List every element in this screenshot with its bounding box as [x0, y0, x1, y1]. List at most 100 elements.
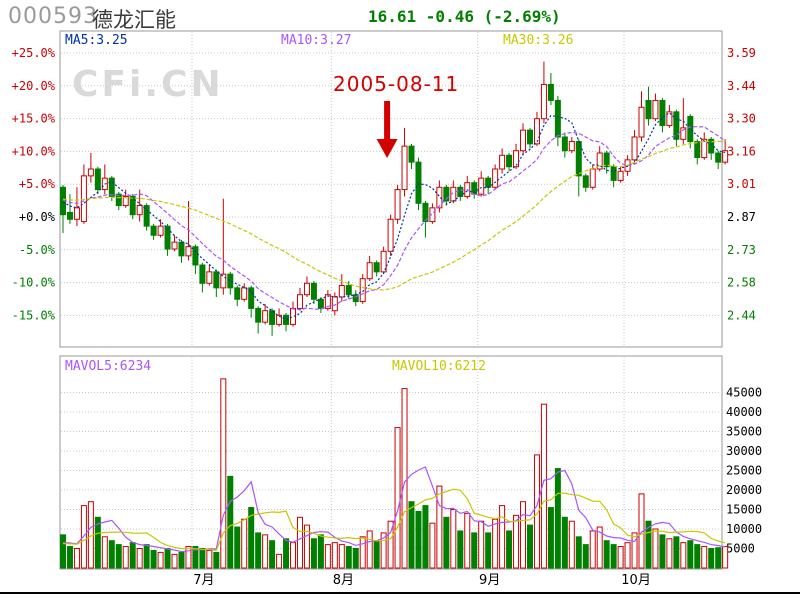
volume-bar [255, 532, 262, 569]
volume-bar [506, 530, 513, 569]
candlestick [248, 287, 255, 309]
volume-bar [533, 454, 540, 569]
volume-bar [457, 530, 464, 569]
ma10-line [62, 126, 726, 311]
candlestick [638, 106, 645, 138]
candlestick [680, 127, 687, 140]
volume-bar [715, 547, 722, 569]
volume-bar [164, 548, 171, 569]
candlestick [73, 207, 80, 220]
volume-bar [485, 532, 492, 569]
volume-bar [122, 546, 129, 569]
left-axis-tick: +0.0% [19, 210, 56, 224]
candlestick [255, 307, 262, 323]
candlestick [276, 314, 283, 325]
left-axis-tick: +25.0% [12, 46, 56, 60]
left-axis-tick: +15.0% [12, 112, 56, 126]
candlestick [94, 168, 101, 191]
candlestick [506, 154, 513, 168]
volume-bar [687, 540, 694, 569]
month-label: 8月 [333, 573, 354, 588]
volume-bar [624, 542, 631, 569]
volume-bar [708, 548, 715, 569]
volume-bar [464, 512, 471, 569]
volume-axis-tick: 45000 [726, 386, 762, 400]
right-axis-tick: 3.30 [727, 112, 756, 126]
right-axis-tick: 2.58 [727, 276, 756, 290]
candlestick [87, 168, 94, 177]
candlestick [610, 166, 617, 181]
left-axis-tick: -10.0% [12, 276, 56, 290]
candlestick [436, 186, 443, 209]
volume-bar [108, 540, 115, 569]
candlestick [478, 177, 485, 195]
candlestick [547, 83, 554, 101]
mavol5-line [62, 466, 726, 553]
candlestick [701, 138, 708, 159]
volume-panel-border [59, 355, 723, 570]
mavol5-legend: MAVOL5:6234 [65, 359, 152, 374]
volume-bar [568, 520, 575, 569]
volume-bar [283, 538, 290, 569]
candlestick [171, 241, 178, 250]
volume-axis-tick: 30000 [726, 444, 762, 458]
volume-bar [373, 540, 380, 569]
volume-axis-tick: 20000 [726, 483, 762, 497]
volume-bar [101, 536, 108, 569]
volume-bar [394, 427, 401, 569]
ma30-legend: MA30:3.26 [503, 33, 574, 48]
volume-bar [290, 542, 297, 569]
volume-bar [645, 520, 652, 569]
candlestick [513, 150, 520, 168]
volume-bar [666, 538, 673, 569]
volume-bar [540, 403, 547, 569]
volume-bar [520, 501, 527, 569]
candlestick [520, 129, 527, 152]
month-label: 9月 [479, 573, 500, 588]
ma10-legend: MA10:3.27 [281, 33, 352, 48]
volume-bar [547, 507, 554, 569]
candlestick [122, 195, 129, 207]
annotation-arrow-shaft [384, 101, 391, 140]
watermark-logo: CFi.CN [72, 64, 224, 105]
volume-bar [310, 538, 317, 569]
candlestick [596, 152, 603, 170]
candlestick [387, 218, 394, 252]
volume-axis-tick: 40000 [726, 405, 762, 419]
candlestick [694, 141, 701, 159]
volume-bar [303, 524, 310, 569]
volume-axis-tick: 10000 [726, 522, 762, 536]
candlestick [331, 296, 338, 312]
volume-bar [227, 475, 234, 569]
candlestick [317, 298, 324, 309]
candlestick [561, 136, 568, 152]
candlestick [150, 225, 157, 236]
volume-bar [610, 544, 617, 569]
volume-bar [143, 544, 150, 569]
candlestick [310, 282, 317, 300]
candlestick [269, 310, 276, 325]
ma5-legend: MA5:3.25 [65, 33, 128, 48]
volume-bar [178, 551, 185, 569]
volume-bar [380, 532, 387, 569]
volume-bar [234, 526, 241, 569]
right-axis-tick: 3.01 [727, 177, 756, 191]
volume-bar [680, 542, 687, 569]
volume-bar [352, 548, 359, 569]
mavol10-legend: MAVOL10:6212 [392, 359, 486, 374]
right-axis-tick: 2.44 [727, 308, 756, 322]
left-axis-tick: -5.0% [19, 243, 56, 257]
candlestick [262, 310, 269, 323]
volume-bar [213, 551, 220, 569]
candlestick [617, 170, 624, 181]
month-label: 7月 [193, 573, 214, 588]
candlestick [589, 168, 596, 188]
candlestick [213, 271, 220, 289]
volume-bar [241, 518, 248, 569]
candlestick [687, 115, 694, 143]
volume-bar [499, 505, 506, 569]
volume-bar [436, 485, 443, 569]
volume-axis-tick: 35000 [726, 425, 762, 439]
candlestick [408, 145, 415, 163]
right-axis-tick: 3.44 [727, 79, 756, 93]
